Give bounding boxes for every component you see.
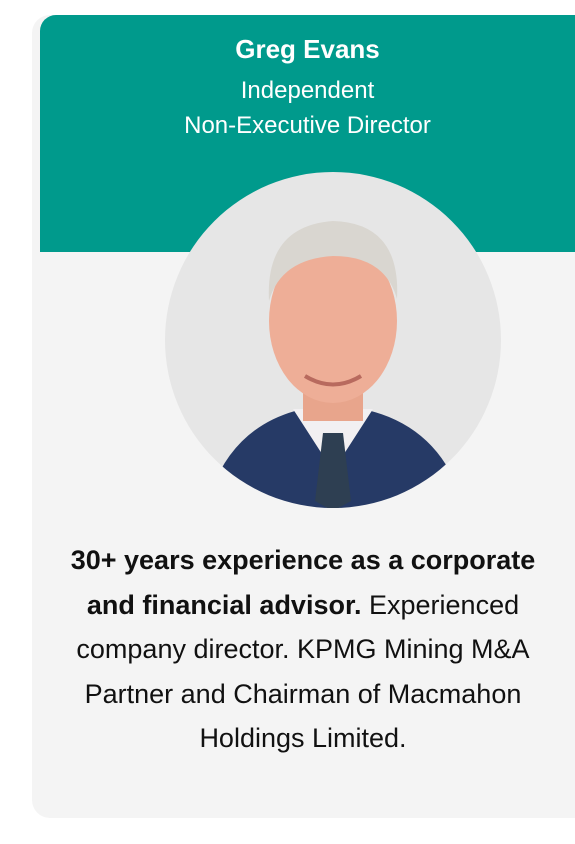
person-name: Greg Evans bbox=[40, 34, 575, 65]
page: Greg Evans Independent Non-Executive Dir… bbox=[0, 0, 575, 844]
profile-card: Greg Evans Independent Non-Executive Dir… bbox=[32, 15, 575, 818]
portrait bbox=[165, 171, 501, 511]
role-line: Independent bbox=[40, 77, 575, 105]
role-line: Non-Executive Director bbox=[40, 112, 575, 140]
bio: 30+ years experience as a corporate and … bbox=[54, 538, 552, 761]
